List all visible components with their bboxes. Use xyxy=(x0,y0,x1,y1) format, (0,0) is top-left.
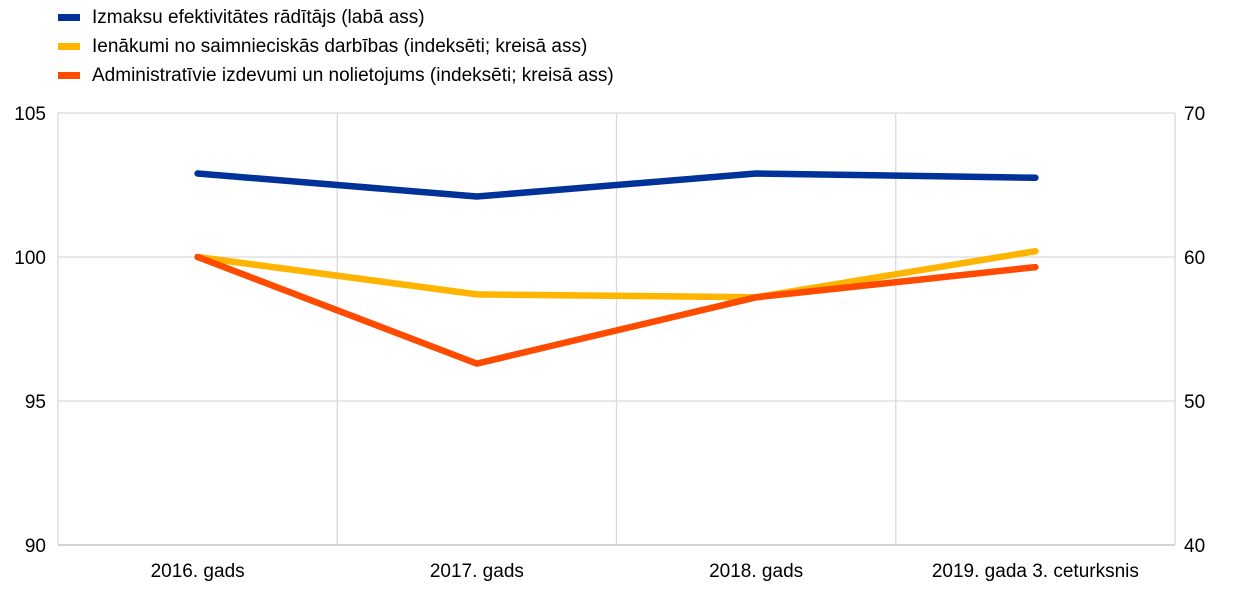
legend-swatch-blue xyxy=(58,14,80,21)
legend: Izmaksu efektivitātes rādītājs (labā ass… xyxy=(58,3,614,90)
legend-item-operating-income: Ienākumi no saimnieciskās darbības (inde… xyxy=(58,32,614,61)
legend-swatch-orange xyxy=(58,72,80,79)
y-right-tick-label: 60 xyxy=(1184,248,1205,269)
x-tick-label: 2017. gads xyxy=(430,561,524,582)
legend-label: Administratīvie izdevumi un nolietojums … xyxy=(92,64,614,86)
series-line-0 xyxy=(194,170,1039,200)
x-tick-label: 2018. gads xyxy=(709,561,803,582)
y-right-tick-label: 70 xyxy=(1184,104,1205,125)
legend-item-cost-efficiency: Izmaksu efektivitātes rādītājs (labā ass… xyxy=(58,3,614,32)
legend-item-admin-expenses: Administratīvie izdevumi un nolietojums … xyxy=(58,61,614,90)
x-tick-label: 2016. gads xyxy=(151,561,245,582)
y-right-tick-label: 40 xyxy=(1184,536,1205,557)
series-line-1 xyxy=(194,247,1039,301)
legend-label: Izmaksu efektivitātes rādītājs (labā ass… xyxy=(92,6,425,28)
series-line-2 xyxy=(194,253,1039,367)
y-right-tick-label: 50 xyxy=(1184,392,1205,413)
legend-swatch-yellow xyxy=(58,43,80,50)
y-left-tick-label: 90 xyxy=(25,536,46,557)
y-left-tick-label: 105 xyxy=(14,104,46,125)
x-tick-label: 2019. gada 3. ceturksnis xyxy=(932,561,1139,582)
legend-label: Ienākumi no saimnieciskās darbības (inde… xyxy=(92,35,588,57)
y-left-tick-label: 100 xyxy=(14,248,46,269)
y-left-tick-label: 95 xyxy=(25,392,46,413)
